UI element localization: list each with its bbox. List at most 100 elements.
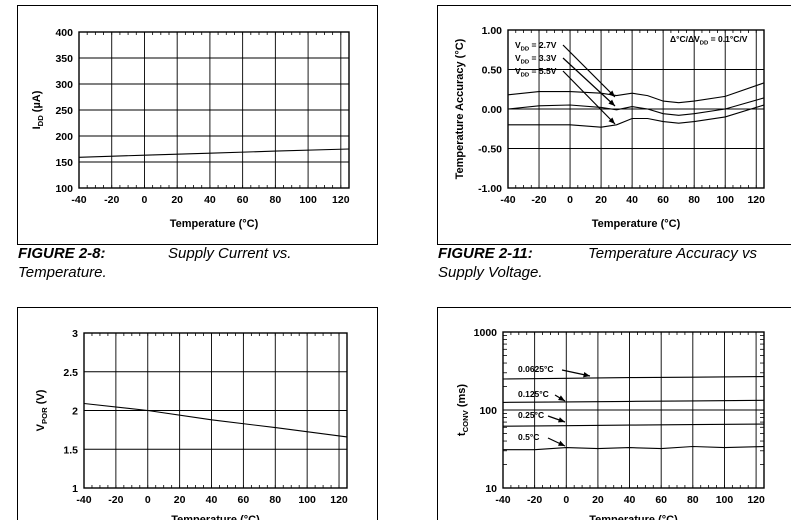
chart-frame: [437, 307, 791, 520]
y-axis-label-main: t: [456, 432, 468, 436]
x-tick-label: 80: [269, 494, 281, 506]
series-arrow-3: [562, 70, 616, 125]
y-axis-label-main: I: [31, 126, 43, 129]
annotation-rest: = 0.1°C/V: [708, 34, 747, 44]
y-tick-label: 150: [55, 157, 73, 169]
caption-figure-2-8-text: Supply Current vs.: [168, 245, 292, 262]
x-tick-label: 60: [657, 194, 669, 206]
x-tick-label: 40: [626, 194, 638, 206]
caption-figure-2-8-text2: Temperature.: [18, 264, 107, 281]
y-tick-label: 250: [55, 105, 73, 117]
series-line-1: [78, 148, 350, 158]
series-label-sub: DD: [521, 59, 530, 65]
caption-figure-2-11-number: FIGURE 2-11:: [438, 245, 533, 262]
x-tick-label: 60: [238, 494, 250, 506]
caption-figure-2-8-number: FIGURE 2-8:: [18, 245, 106, 262]
x-tick-label: 80: [270, 194, 282, 206]
x-tick-label: -40: [71, 194, 86, 206]
y-tick-label: 1000: [474, 327, 498, 339]
x-tick-label: 60: [237, 194, 249, 206]
y-tick-label: 1.00: [482, 25, 503, 37]
y-tick-label: 300: [55, 79, 73, 91]
plot-area: [83, 332, 348, 489]
x-tick-label: 0: [563, 494, 569, 506]
x-tick-label: 100: [298, 494, 316, 506]
y-axis-label: Temperature Accuracy (°C): [454, 38, 466, 179]
y-axis-label-sub: POR: [40, 407, 49, 424]
y-tick-label: 100: [55, 183, 73, 195]
plot-area: [78, 31, 350, 189]
x-tick-label: -20: [104, 194, 119, 206]
x-axis-label: Temperature (°C): [171, 514, 260, 520]
series-label-2: VDD = 3.3V: [515, 53, 557, 65]
series-label-1: VDD = 2.7V: [515, 40, 557, 52]
y-tick-label: -1.00: [478, 183, 502, 195]
series-arrow-1: [562, 44, 616, 98]
series-line-1: [502, 376, 765, 380]
x-tick-label: 40: [206, 494, 218, 506]
series-label-1: 0.0625°C: [518, 364, 554, 374]
y-tick-label: 1.5: [63, 444, 78, 456]
y-tick-label: 2: [72, 406, 78, 418]
y-tick-label: 200: [55, 131, 73, 143]
x-tick-label: 20: [592, 494, 604, 506]
series-arrowhead-3: [608, 117, 615, 124]
caption-figure-2-8: FIGURE 2-8: Supply Current vs. Temperatur…: [18, 244, 418, 282]
x-axis-label: Temperature (°C): [170, 218, 259, 230]
caption-figure-2-11: FIGURE 2-11: Temperature Accuracy vs Supp…: [438, 244, 788, 282]
y-tick-label: 1: [72, 483, 78, 495]
plot-area: [502, 331, 765, 489]
series-arrowhead-2: [558, 395, 565, 401]
x-tick-label: -40: [76, 494, 91, 506]
chart-1: -40 -20 0 20 40 60 80 100 120 100 150 200 250 300 350 4…: [17, 5, 378, 245]
x-tick-label: -40: [495, 494, 510, 506]
y-axis-label: tCONV (ms): [456, 384, 470, 437]
y-axis-label-sub: DD: [36, 115, 45, 127]
y-tick-label: 350: [55, 53, 73, 65]
series-arrowhead-1: [608, 90, 615, 97]
y-tick-label: 0.50: [482, 65, 503, 77]
series-line-2: [507, 97, 765, 116]
series-label-3: VDD = 5.5V: [515, 66, 557, 78]
y-axis-label-sub: CONV: [461, 409, 470, 432]
x-tick-label: 0: [145, 494, 151, 506]
x-tick-label: -40: [500, 194, 515, 206]
y-axis-label: VPOR (V): [35, 389, 49, 431]
y-tick-label: -0.50: [478, 144, 502, 156]
series-label-sub: DD: [521, 46, 530, 52]
y-axis-label-rest: (µA): [31, 90, 43, 115]
x-axis-label: Temperature (°C): [592, 218, 681, 230]
x-tick-label: -20: [531, 194, 546, 206]
x-tick-label: 120: [332, 194, 350, 206]
series-line-3: [508, 104, 765, 128]
y-tick-label: 100: [479, 405, 497, 417]
series-arrowhead-2: [608, 99, 615, 106]
x-axis-label: Temperature (°C): [589, 514, 678, 520]
x-tick-label: 60: [655, 494, 667, 506]
x-tick-label: 20: [174, 494, 186, 506]
x-tick-label: 120: [330, 494, 348, 506]
series-line-1: [507, 82, 765, 104]
y-tick-label: 10: [485, 483, 497, 495]
y-axis-label: IDD (µA): [31, 90, 45, 129]
series-label-2: 0.125°C: [518, 389, 549, 399]
series-label-main: V: [515, 66, 521, 76]
series-label-sub: DD: [521, 72, 530, 78]
y-tick-label: 400: [55, 27, 73, 39]
series-arrowhead-1: [583, 371, 590, 378]
series-label-4: 0.5°C: [518, 432, 539, 442]
y-tick-label: 2.5: [63, 367, 78, 379]
annotation-sub: DD: [700, 40, 709, 46]
series-label-3: 0.25°C: [518, 410, 544, 420]
series-line-1: [83, 402, 348, 438]
chart-frame: [437, 5, 791, 245]
x-tick-label: 80: [688, 194, 700, 206]
chart-4: -40 -20 0 20 40 60 80 100 120 10 100 1000 Temperatur…: [437, 307, 791, 520]
y-axis-label-rest: (V): [35, 389, 47, 407]
x-tick-label: 120: [747, 194, 765, 206]
x-tick-label: 40: [624, 494, 636, 506]
y-axis-label-rest: (ms): [456, 384, 468, 411]
annotation-text: Δ°C/ΔVDD = 0.1°C/V: [670, 34, 748, 46]
x-tick-label: -20: [108, 494, 123, 506]
